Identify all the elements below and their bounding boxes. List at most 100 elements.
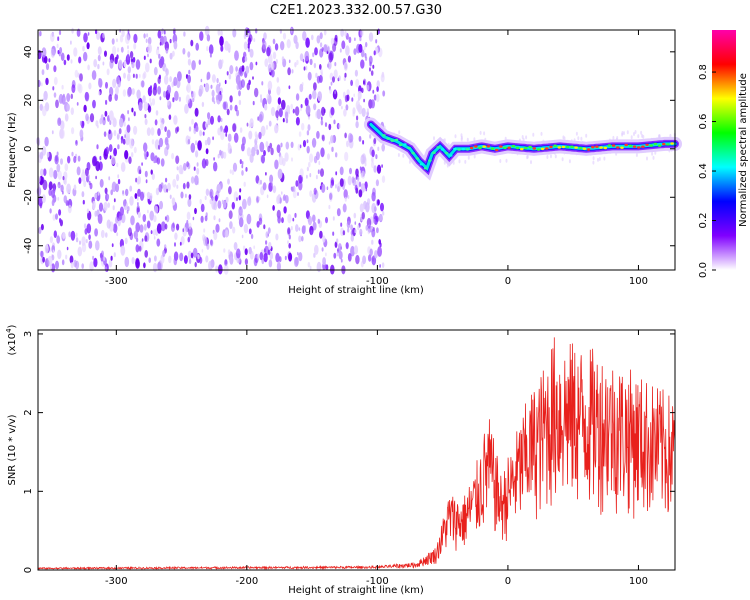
noise-blob: [297, 192, 299, 196]
noise-blob: [287, 227, 291, 235]
noise-blob: [57, 197, 60, 201]
noise-blob: [344, 151, 349, 162]
noise-blob: [365, 187, 368, 192]
noise-blob: [113, 198, 116, 203]
noise-blob: [172, 97, 175, 103]
faint-blob: [505, 158, 508, 163]
noise-blob: [187, 74, 192, 84]
noise-blob: [216, 94, 221, 105]
noise-blob: [46, 151, 50, 158]
noise-blob: [337, 186, 340, 193]
noise-blob: [318, 160, 321, 166]
noise-blob: [190, 142, 196, 153]
noise-blob: [176, 166, 179, 171]
noise-blob: [361, 107, 366, 117]
noise-blob: [246, 147, 251, 157]
noise-blob: [341, 40, 346, 50]
noise-blob: [89, 261, 94, 272]
noise-blob: [102, 32, 105, 39]
noise-blob: [195, 42, 199, 51]
noise-blob: [49, 208, 52, 214]
noise-blob: [344, 196, 347, 202]
noise-blob: [355, 254, 360, 265]
noise-blob: [283, 194, 286, 201]
noise-blob: [306, 130, 310, 136]
noise-blob: [149, 58, 152, 64]
noise-blob: [321, 183, 326, 193]
ridge-hotspot: [423, 167, 428, 170]
noise-blob: [57, 50, 60, 55]
noise-blob: [88, 82, 92, 90]
noise-blob: [265, 124, 269, 130]
noise-blob: [338, 243, 342, 252]
noise-blob: [209, 188, 214, 199]
faint-blob: [651, 151, 654, 156]
noise-blob: [143, 142, 148, 153]
noise-blob: [371, 191, 376, 202]
noise-blob: [288, 252, 293, 262]
noise-blob: [81, 263, 84, 269]
noise-blob: [336, 251, 339, 257]
noise-blob: [232, 123, 237, 132]
noise-blob: [317, 169, 320, 174]
noise-blob: [94, 228, 98, 237]
noise-blob: [150, 127, 155, 136]
noise-blob: [340, 222, 343, 227]
noise-blob: [223, 151, 227, 159]
noise-blob: [120, 139, 123, 144]
noise-blob: [161, 221, 166, 232]
noise-blob: [120, 245, 126, 256]
noise-blob: [300, 104, 303, 109]
noise-blob: [243, 41, 248, 50]
noise-blob: [258, 180, 261, 186]
noise-blob: [313, 62, 317, 69]
noise-blob: [315, 151, 320, 161]
noise-blob: [373, 50, 376, 56]
noise-blob: [42, 256, 45, 263]
noise-blob: [201, 248, 204, 253]
noise-blob: [157, 86, 162, 95]
noise-blob: [267, 80, 273, 91]
noise-blob: [204, 195, 207, 201]
noise-blob: [316, 261, 322, 273]
noise-blob: [373, 165, 377, 173]
noise-blob: [139, 224, 144, 233]
noise-blob: [227, 249, 231, 255]
noise-blob: [354, 69, 358, 77]
noise-blob: [183, 255, 188, 264]
noise-blob: [357, 90, 362, 100]
noise-blob: [137, 202, 139, 206]
noise-blob: [135, 73, 138, 79]
noise-blob: [309, 265, 312, 270]
noise-blob: [123, 72, 126, 79]
noise-blob: [320, 116, 323, 121]
noise-blob: [276, 77, 280, 83]
noise-blob: [55, 99, 59, 109]
noise-blob: [234, 104, 238, 112]
noise-blob: [338, 75, 341, 81]
noise-blob: [97, 64, 100, 70]
noise-blob: [39, 30, 42, 37]
noise-blob: [347, 227, 350, 233]
noise-blob: [146, 192, 149, 197]
noise-blob: [111, 38, 115, 45]
noise-blob: [131, 257, 135, 265]
noise-blob: [328, 204, 331, 210]
noise-blob: [372, 89, 375, 94]
spectrogram-x-ticks: -300 -200 -100 0 100: [105, 30, 648, 287]
noise-blob: [291, 157, 293, 162]
noise-blob: [332, 76, 335, 83]
faint-blob: [479, 130, 482, 135]
noise-blob: [379, 264, 381, 268]
noise-blob: [43, 90, 48, 101]
noise-blob: [311, 34, 314, 41]
noise-blob: [360, 59, 365, 69]
noise-blob: [76, 166, 81, 176]
y-tick-label: -40: [23, 238, 34, 254]
noise-blob: [198, 88, 203, 97]
noise-blob: [269, 142, 273, 149]
noise-blob: [283, 206, 287, 214]
faint-blob: [473, 137, 476, 142]
noise-blob: [294, 212, 297, 218]
noise-blob: [272, 51, 277, 60]
